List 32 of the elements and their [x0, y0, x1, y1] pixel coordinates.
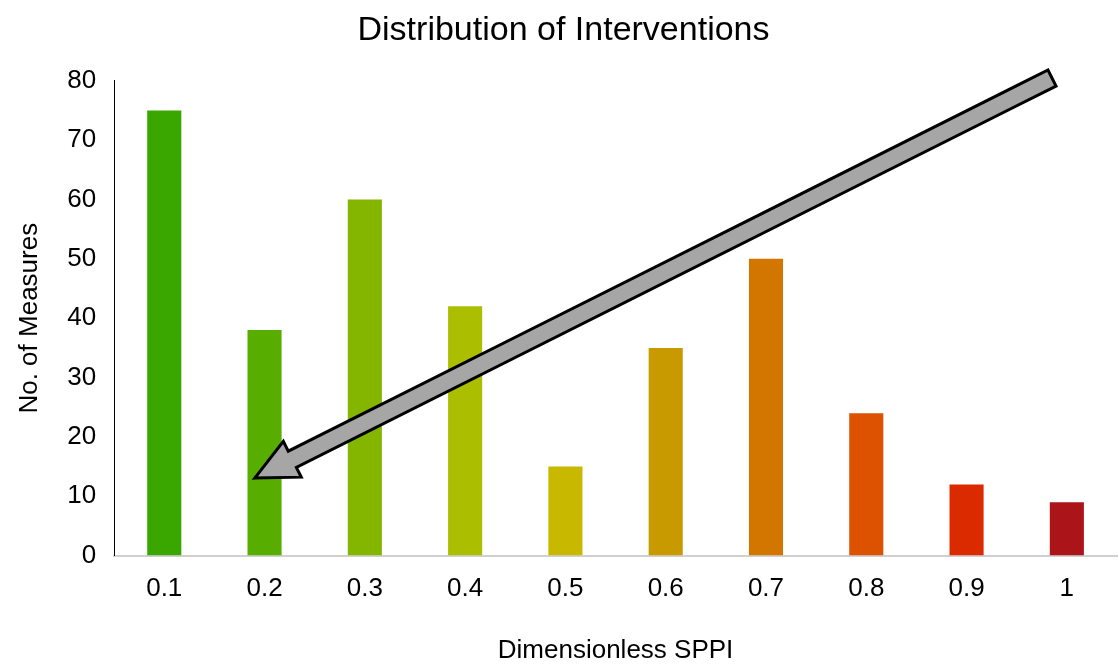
- y-tick-label: 10: [67, 479, 97, 510]
- y-tick-label: 40: [67, 301, 97, 332]
- x-tick-label: 0.7: [747, 572, 785, 603]
- y-tick-label: 80: [67, 63, 97, 94]
- y-tick-label: 70: [67, 123, 97, 154]
- x-tick-label: 0.5: [547, 572, 584, 603]
- x-tick-label: 0.2: [246, 572, 283, 603]
- y-tick-label: 60: [67, 182, 97, 213]
- bar: [648, 347, 683, 556]
- y-tick-label: 0: [81, 538, 97, 569]
- x-tick-label: 0.1: [146, 572, 183, 603]
- x-tick-label: 0.3: [346, 572, 383, 603]
- x-axis-title: Dimensionless SPPI: [497, 633, 734, 664]
- bar: [849, 413, 884, 556]
- y-tick-label: 20: [67, 420, 97, 451]
- bar: [347, 199, 382, 556]
- bar: [1049, 502, 1084, 556]
- bar: [949, 484, 984, 556]
- x-tick-label: 0.4: [447, 572, 484, 603]
- x-tick-label: 0.9: [948, 572, 985, 603]
- bar: [448, 306, 483, 556]
- bar: [147, 110, 182, 556]
- y-axis-title: No. of Measures: [12, 222, 43, 414]
- x-tick-label: 0.6: [647, 572, 684, 603]
- bar: [247, 330, 282, 556]
- x-tick-label: 1: [1059, 572, 1075, 603]
- chart-title: Distribution of Interventions: [357, 8, 770, 47]
- y-tick-label: 30: [67, 360, 97, 391]
- x-tick-label: 0.8: [848, 572, 885, 603]
- bar: [548, 466, 583, 556]
- bar: [748, 258, 784, 556]
- y-tick-label: 50: [67, 242, 97, 273]
